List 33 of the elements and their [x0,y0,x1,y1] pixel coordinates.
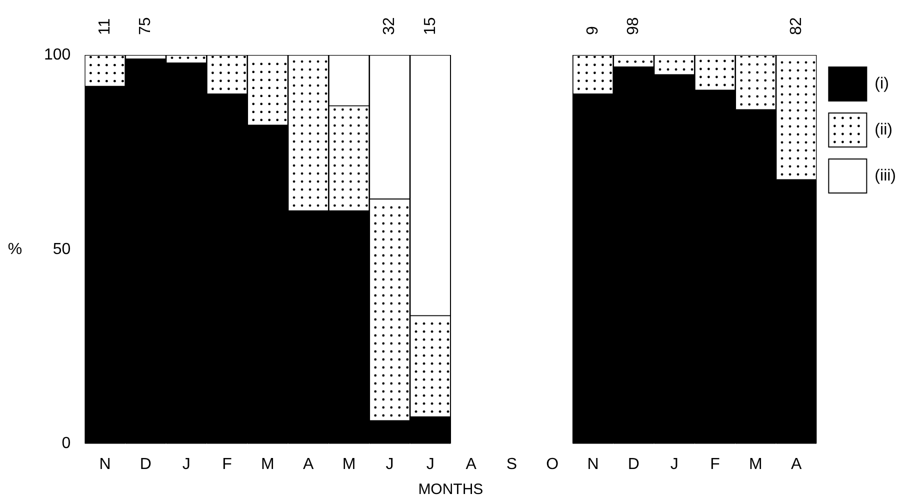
y-tick-label: 50 [52,240,71,258]
x-tick-label: M [261,456,274,473]
x-tick-label: J [426,456,434,473]
text: 9 [584,26,602,35]
x-tick-label: A [466,456,477,473]
x-tick-label: A [791,456,802,473]
text: 11 [96,18,114,35]
x-tick-label: A [303,456,314,473]
legend-label: (iii) [874,167,896,184]
y-axis-title: % [8,240,22,258]
x-tick-label: M [749,456,762,473]
text: 98 [625,17,642,35]
x-tick-label: F [710,456,720,473]
text: 15 [422,17,439,35]
x-tick-label: N [99,456,111,473]
x-tick-label: F [222,456,232,473]
x-tick-label: J [386,456,394,473]
x-tick-label: S [506,456,518,473]
x-tick-label: D [628,456,640,473]
legend-label: (ii) [874,121,892,138]
text: 32 [381,17,398,35]
x-tick-label: J [182,456,190,473]
y-tick-label: 100 [44,46,71,64]
x-tick-label: O [546,456,559,473]
x-tick-label: N [587,456,599,473]
x-tick-label: J [670,456,678,473]
x-tick-label: D [140,456,152,473]
text: 82 [788,17,805,35]
y-tick-label: 0 [62,435,71,452]
legend-label: (i) [874,75,889,92]
text: 75 [137,17,154,35]
x-tick-label: M [342,456,356,473]
x-axis-title: MONTHS [418,481,484,498]
